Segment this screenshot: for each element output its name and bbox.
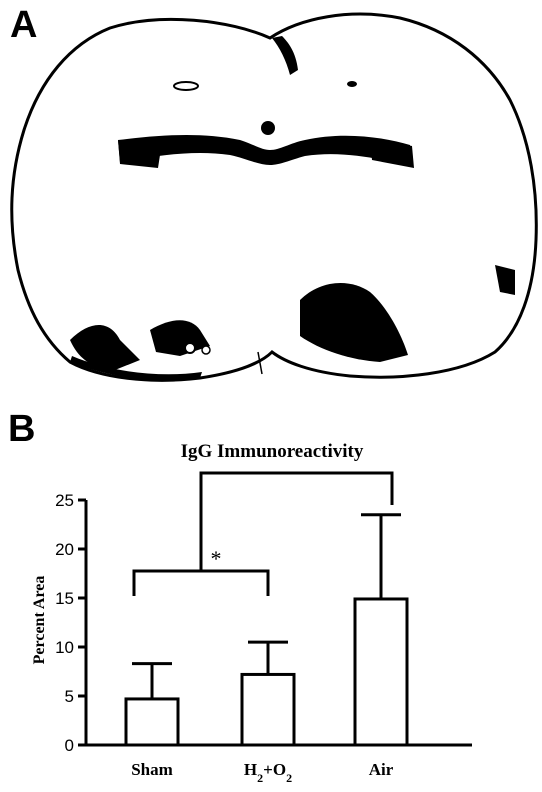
bracket-group-air [199,471,394,571]
bracket-sham-h2o2 [132,569,270,596]
bar-1 [240,672,296,747]
stem-line [257,351,263,375]
bar-2 [353,597,409,747]
bar-0 [124,697,180,747]
left-tract [173,81,199,91]
significance-brackets: * [132,471,394,596]
y-ticks: 0 5 10 15 20 25 [55,491,86,755]
y-tick-label: 15 [55,589,74,608]
y-tick-label: 10 [55,638,74,657]
bars [124,597,409,747]
midline-fissure [272,36,298,75]
y-tick-label: 5 [65,687,74,706]
center-spot [261,121,275,135]
lateral-stain-right [495,265,515,295]
y-tick-label: 0 [65,736,74,755]
right-tract [347,81,357,87]
chart-title: IgG Immunoreactivity [181,441,364,462]
x-tick-label: H2+O2 [244,760,292,785]
vessel-2 [201,345,211,355]
panel-b-label: B [8,408,36,450]
x-tick-label: Sham [131,760,173,779]
y-axis-label: Percent Area [31,576,48,665]
x-tick-label: Air [369,760,394,779]
brain-outline [10,12,538,382]
x-tick-labels: Sham H2+O2 Air [131,760,394,785]
ventral-stain-right [300,282,408,362]
panel-a-label: A [10,4,38,46]
ventral-stain-left [70,325,140,372]
significance-star: * [211,546,222,571]
vessel-1 [184,342,196,354]
brain-section-image [10,12,538,382]
y-tick-label: 20 [55,540,74,559]
y-tick-label: 25 [55,491,74,510]
bottom-rim [70,356,202,381]
error-bars [132,513,401,699]
ventricle-band [118,135,412,165]
ventricle-right [370,138,414,168]
ventricle-left [118,140,162,168]
